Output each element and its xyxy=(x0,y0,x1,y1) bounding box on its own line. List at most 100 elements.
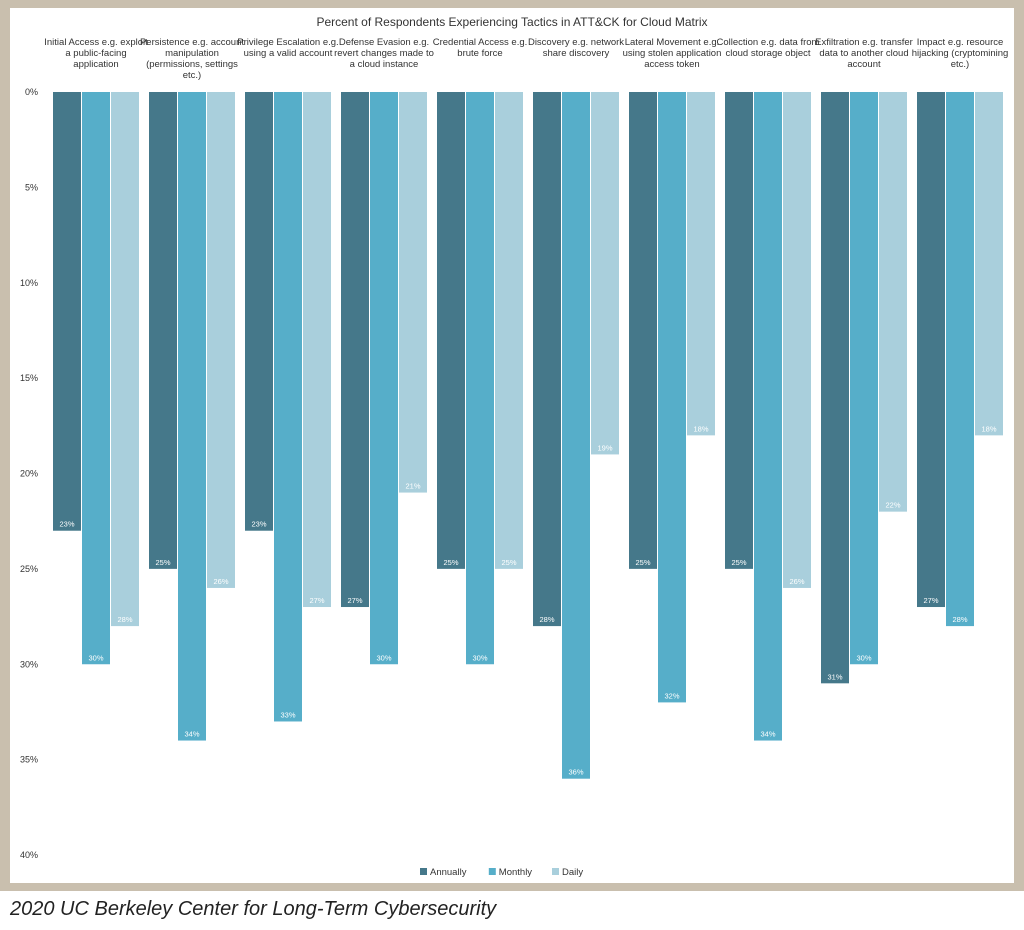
y-tick-label: 20% xyxy=(20,469,38,479)
category-label: Privilege Escalation e.g. using a valid a… xyxy=(237,37,338,59)
bar-value-label: 30% xyxy=(856,653,871,662)
category-label-line: hijacking (cryptomining xyxy=(912,48,1009,59)
category-label: Lateral Movement e.g. using stolen applic… xyxy=(623,37,722,70)
bar-value-label: 31% xyxy=(827,672,842,681)
bar-monthly xyxy=(274,92,302,722)
bar-value-label: 28% xyxy=(539,615,554,624)
chart-title: Percent of Respondents Experiencing Tact… xyxy=(316,15,707,29)
category-label-line: Exfiltration e.g. transfer xyxy=(815,37,913,48)
y-tick-label: 10% xyxy=(20,278,38,288)
category-label-line: a public-facing xyxy=(65,48,126,59)
bar-value-label: 25% xyxy=(443,558,458,567)
bar-annually xyxy=(533,92,561,627)
category-label-line: account xyxy=(847,59,881,70)
bar-value-label: 26% xyxy=(789,577,804,586)
bar-value-label: 26% xyxy=(213,577,228,586)
category-label-line: using a valid account xyxy=(244,48,333,59)
bar-monthly xyxy=(754,92,782,741)
category-label-line: etc.) xyxy=(951,59,969,70)
bar-value-label: 30% xyxy=(88,653,103,662)
bar-annually xyxy=(341,92,369,608)
bar-value-label: 28% xyxy=(117,615,132,624)
category-label-line: Persistence e.g. account xyxy=(140,37,244,48)
bar-monthly xyxy=(178,92,206,741)
category-label-line: Impact e.g. resource xyxy=(917,37,1004,48)
bar-annually xyxy=(917,92,945,608)
category-label-line: Collection e.g. data from xyxy=(717,37,820,48)
bar-monthly xyxy=(466,92,494,665)
bar-daily xyxy=(783,92,811,588)
category-label: Initial Access e.g. exploit a public-faci… xyxy=(44,37,148,70)
bar-value-label: 27% xyxy=(309,596,324,605)
category-label-line: a cloud instance xyxy=(350,59,419,70)
bar-value-label: 25% xyxy=(155,558,170,567)
bar-value-label: 18% xyxy=(693,424,708,433)
bar-daily xyxy=(111,92,139,627)
category-label-line: Discovery e.g. network xyxy=(528,37,624,48)
chart-frame: Percent of Respondents Experiencing Tact… xyxy=(0,0,1024,891)
y-tick-label: 5% xyxy=(25,182,38,192)
category-label-line: using stolen application xyxy=(623,48,722,59)
category-label-line: Credential Access e.g. xyxy=(433,37,528,48)
bar-monthly xyxy=(850,92,878,665)
category-label-line: access token xyxy=(644,59,699,70)
source-caption: 2020 UC Berkeley Center for Long-Term Cy… xyxy=(10,898,497,920)
legend-label: Monthly xyxy=(499,867,533,878)
category-label-line: etc.) xyxy=(183,70,201,81)
bar-value-label: 22% xyxy=(885,501,900,510)
bar-value-label: 23% xyxy=(59,520,74,529)
bar-annually xyxy=(821,92,849,684)
category-label-line: Defense Evasion e.g. xyxy=(339,37,429,48)
bar-value-label: 25% xyxy=(501,558,516,567)
y-tick-label: 0% xyxy=(25,87,38,97)
bar-value-label: 25% xyxy=(635,558,650,567)
category-label-line: Lateral Movement e.g. xyxy=(625,37,720,48)
bar-value-label: 32% xyxy=(664,691,679,700)
legend-label: Annually xyxy=(430,867,467,878)
bar-value-label: 23% xyxy=(251,520,266,529)
bar-daily xyxy=(303,92,331,608)
y-tick-label: 40% xyxy=(20,850,38,860)
category-label: Exfiltration e.g. transfer data to anothe… xyxy=(815,37,913,70)
bar-value-label: 21% xyxy=(405,482,420,491)
category-label-line: (permissions, settings xyxy=(146,59,238,70)
bar-monthly xyxy=(562,92,590,779)
category-label-line: manipulation xyxy=(165,48,219,59)
category-label-line: brute force xyxy=(457,48,502,59)
bar-monthly xyxy=(946,92,974,627)
bar-annually xyxy=(629,92,657,569)
category-label-line: data to another cloud xyxy=(819,48,908,59)
bar-value-label: 28% xyxy=(952,615,967,624)
bar-daily xyxy=(975,92,1003,436)
category-label-line: Privilege Escalation e.g. xyxy=(237,37,338,48)
category-label: Collection e.g. data from cloud storage o… xyxy=(717,37,820,59)
bar-annually xyxy=(53,92,81,531)
bar-value-label: 25% xyxy=(731,558,746,567)
bar-annually xyxy=(245,92,273,531)
category-label-line: cloud storage object xyxy=(725,48,810,59)
category-label-line: application xyxy=(73,59,118,70)
category-label: Persistence e.g. account manipulation (per… xyxy=(140,37,244,81)
category-label-line: revert changes made to xyxy=(334,48,434,59)
bar-daily xyxy=(879,92,907,512)
bar-daily xyxy=(591,92,619,455)
legend-swatch xyxy=(552,868,559,875)
bar-value-label: 34% xyxy=(760,730,775,739)
category-label: Defense Evasion e.g. revert changes made … xyxy=(334,37,434,70)
bar-value-label: 34% xyxy=(184,730,199,739)
bar-chart: Percent of Respondents Experiencing Tact… xyxy=(20,15,1009,878)
y-tick-label: 25% xyxy=(20,564,38,574)
category-label-line: share discovery xyxy=(543,48,610,59)
bar-monthly xyxy=(658,92,686,703)
bar-daily xyxy=(495,92,523,569)
bar-value-label: 33% xyxy=(280,710,295,719)
category-label: Credential Access e.g. brute force xyxy=(433,37,528,59)
y-tick-label: 35% xyxy=(20,755,38,765)
bar-daily xyxy=(207,92,235,588)
y-tick-label: 15% xyxy=(20,373,38,383)
bar-value-label: 36% xyxy=(568,768,583,777)
bar-daily xyxy=(399,92,427,493)
bar-annually xyxy=(437,92,465,569)
bar-value-label: 18% xyxy=(981,424,996,433)
bar-monthly xyxy=(370,92,398,665)
